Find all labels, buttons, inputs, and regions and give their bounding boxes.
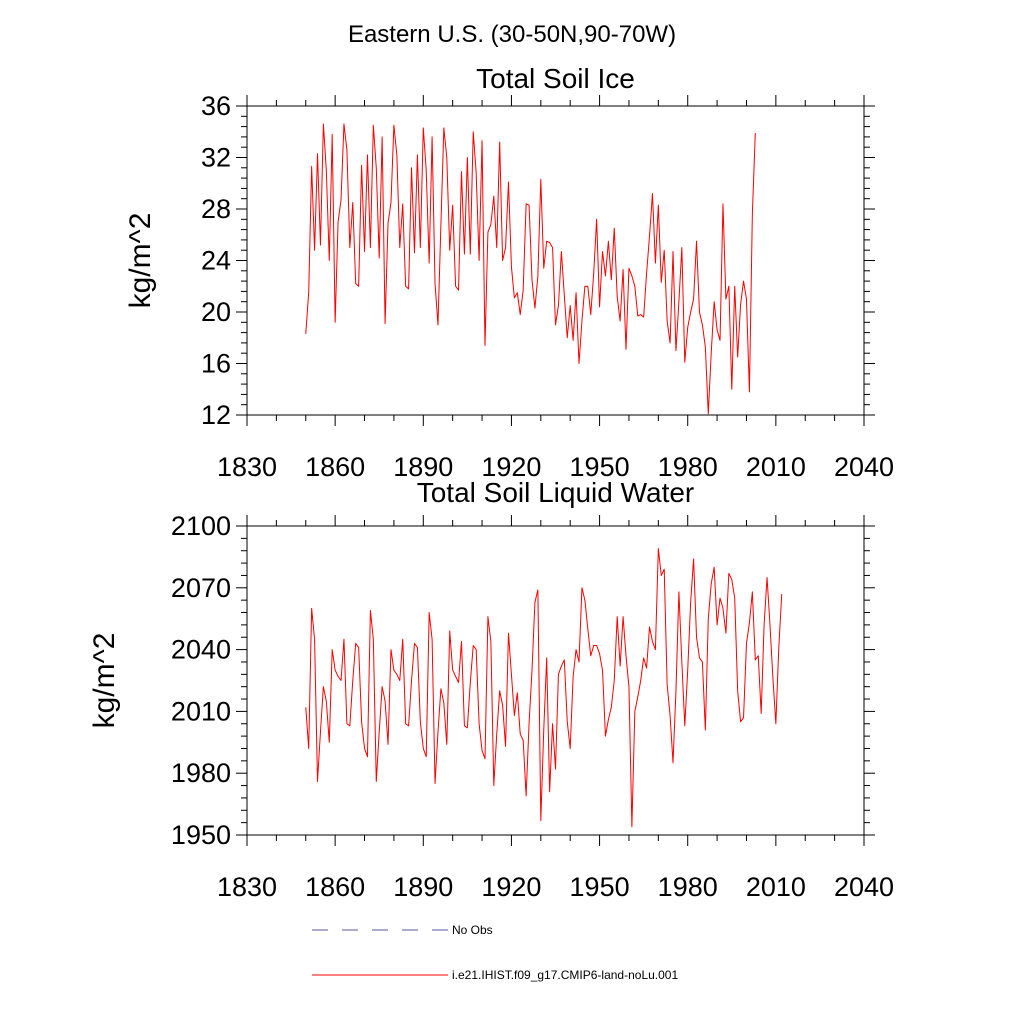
x-tick-label: 1950 — [570, 872, 630, 902]
panel-title: Total Soil Liquid Water — [417, 477, 695, 508]
panel-total-soil-ice: Total Soil Ice 12 16 20 24 28 32 36 1830 1860 1890… — [124, 63, 894, 482]
y-tick-label: 2100 — [171, 511, 231, 541]
y-tick-label: 2040 — [171, 635, 231, 665]
figure-main-title: Eastern U.S. (30-50N,90-70W) — [348, 21, 676, 48]
plot-frame — [246, 105, 865, 416]
x-tick-label: 1830 — [217, 872, 277, 902]
x-tick-label: 1860 — [305, 872, 365, 902]
y-tick-label: 12 — [201, 400, 231, 430]
x-tick-label: 2010 — [746, 872, 806, 902]
series-line — [305, 548, 783, 828]
x-tick-label: 1980 — [658, 452, 718, 482]
y-tick-label: 32 — [201, 143, 231, 173]
x-tick-label: 1860 — [305, 452, 365, 482]
y-tick-label: 2070 — [171, 573, 231, 603]
y-axis-label: kg/m^2 — [124, 213, 157, 309]
x-tick-label: 1980 — [658, 872, 718, 902]
legend-label-no-obs: No Obs — [452, 923, 493, 937]
x-tick-label: 1890 — [393, 872, 453, 902]
y-tick-label: 28 — [201, 194, 231, 224]
y-tick-label: 24 — [201, 246, 231, 276]
x-tick-label: 1890 — [393, 452, 453, 482]
y-tick-label: 20 — [201, 297, 231, 327]
x-tick-label: 2040 — [834, 452, 894, 482]
y-tick-label: 2010 — [171, 696, 231, 726]
y-tick-label: 1980 — [171, 758, 231, 788]
panel-title: Total Soil Ice — [476, 63, 635, 94]
y-tick-label: 1950 — [171, 820, 231, 850]
series-line — [305, 123, 756, 415]
legend-label-model: i.e21.IHIST.f09_g17.CMIP6-land-noLu.001 — [452, 968, 678, 982]
x-tick-label: 2010 — [746, 452, 806, 482]
panel-total-soil-liquid-water: Total Soil Liquid Water 1950 1980 2010 2040 2… — [88, 477, 894, 902]
legend: No Obs i.e21.IHIST.f09_g17.CMIP6-land-no… — [312, 923, 678, 982]
x-tick-label: 1920 — [481, 452, 541, 482]
y-tick-label: 36 — [201, 91, 231, 121]
y-tick-label: 16 — [201, 349, 231, 379]
y-axis-label: kg/m^2 — [88, 633, 121, 729]
x-tick-label: 1920 — [481, 872, 541, 902]
plot-frame — [246, 525, 865, 836]
x-tick-label: 2040 — [834, 872, 894, 902]
x-tick-label: 1830 — [217, 452, 277, 482]
x-tick-label: 1950 — [570, 452, 630, 482]
